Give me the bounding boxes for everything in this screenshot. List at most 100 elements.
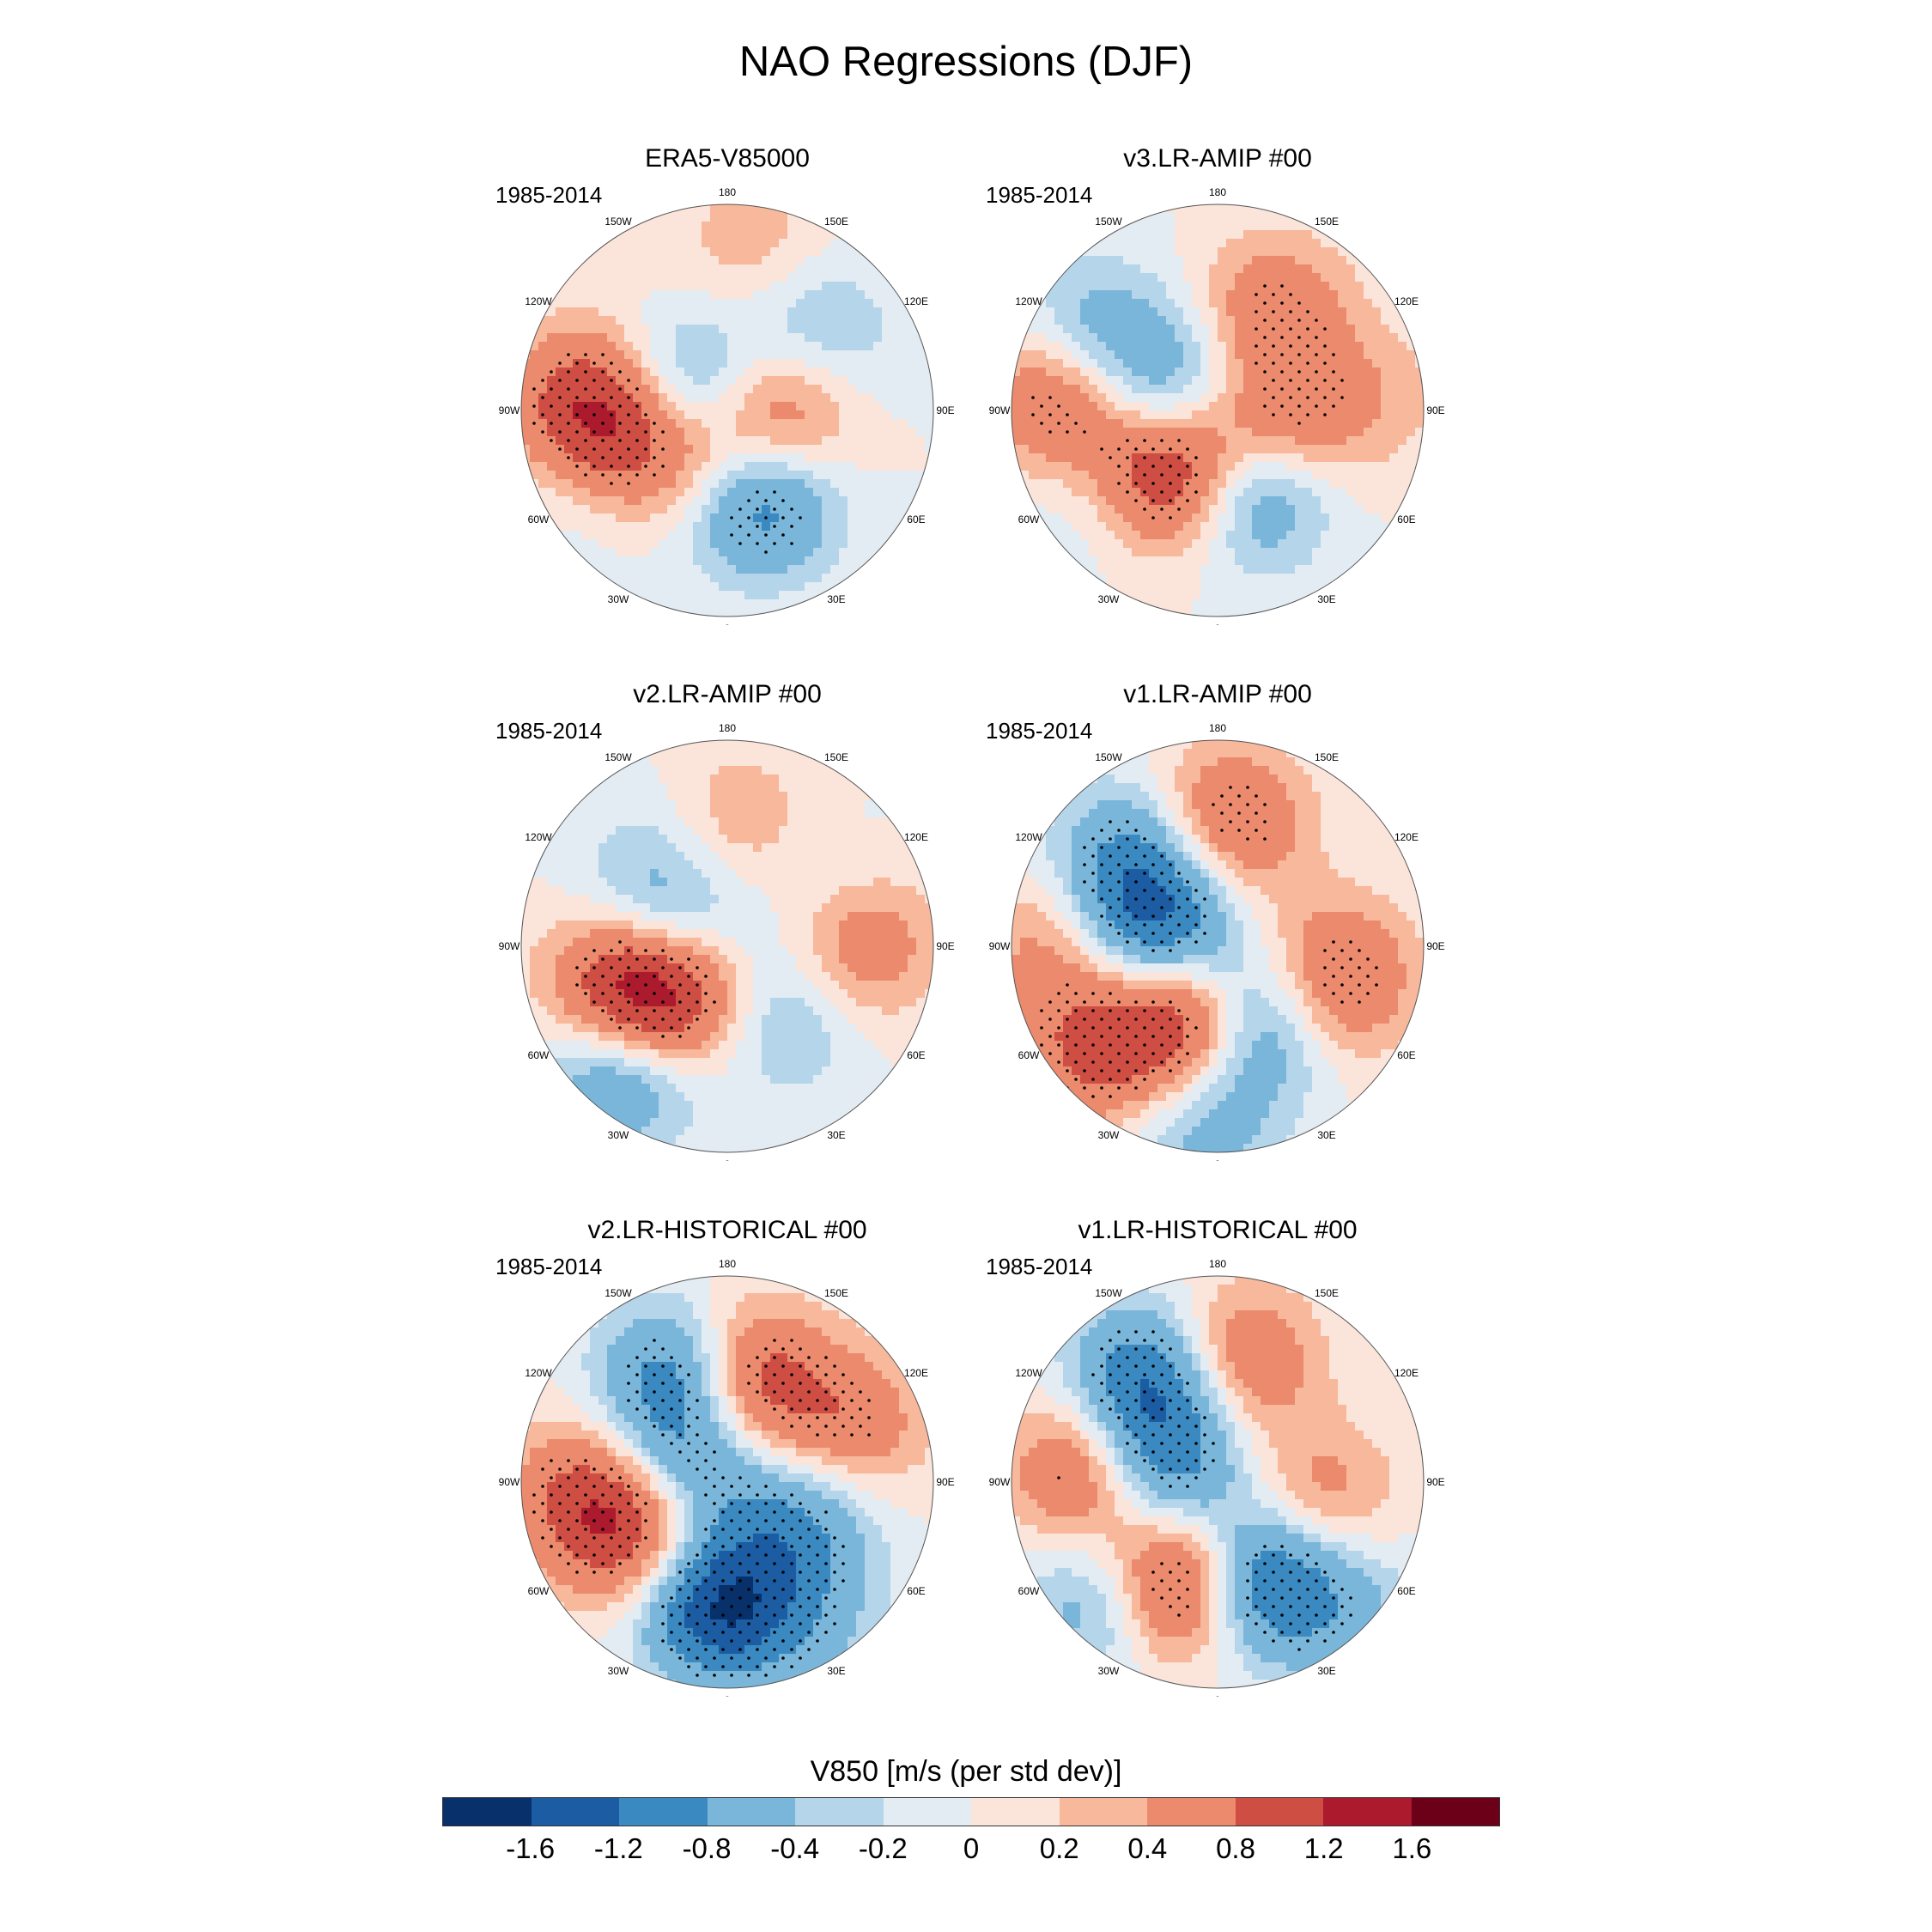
field-cell — [839, 895, 848, 904]
field-cell — [573, 368, 582, 377]
significance-dot — [1289, 413, 1292, 416]
field-cell — [1123, 402, 1133, 411]
field-cell — [710, 835, 720, 844]
significance-dot — [567, 387, 570, 391]
field-cell — [848, 290, 857, 300]
field-cell — [1261, 582, 1270, 592]
field-cell — [856, 264, 866, 274]
field-cell — [1381, 496, 1390, 506]
field-cell — [779, 479, 788, 489]
field-cell — [659, 860, 668, 870]
field-cell — [1243, 385, 1253, 394]
field-cell — [1166, 488, 1176, 497]
field-cell — [633, 333, 642, 343]
field-cell — [727, 376, 737, 386]
field-cell — [1329, 393, 1339, 403]
field-cell — [873, 513, 883, 523]
field-cell — [865, 471, 874, 480]
field-cell — [1089, 256, 1098, 265]
field-cell — [702, 513, 711, 523]
field-cell — [1364, 316, 1373, 325]
field-cell — [1235, 368, 1244, 377]
significance-dot — [1143, 456, 1146, 459]
field-cell — [736, 290, 745, 300]
field-cell — [1226, 471, 1236, 480]
field-cell — [762, 556, 771, 566]
field-cell — [1175, 599, 1184, 609]
field-cell — [1278, 247, 1287, 257]
field-cell — [1106, 333, 1115, 343]
field-cell — [581, 307, 591, 317]
field-cell — [564, 878, 574, 887]
field-cell — [1278, 204, 1287, 214]
field-cell — [1149, 204, 1158, 214]
field-cell — [1372, 522, 1382, 532]
field-cell — [633, 912, 642, 921]
field-cell — [813, 222, 823, 231]
field-cell — [1097, 419, 1107, 428]
field-cell — [882, 393, 891, 403]
field-cell — [1097, 531, 1107, 540]
field-cell — [848, 410, 857, 420]
field-cell — [684, 376, 694, 386]
field-cell — [1029, 350, 1038, 360]
field-cell — [684, 307, 694, 317]
field-cell — [659, 402, 668, 411]
field-cell — [762, 471, 771, 480]
field-cell — [719, 307, 728, 317]
field-cell — [822, 539, 831, 549]
field-cell — [925, 342, 933, 351]
field-cell — [1149, 376, 1158, 386]
field-cell — [744, 290, 754, 300]
field-cell — [873, 385, 883, 394]
field-cell — [908, 479, 917, 489]
field-cell — [1097, 565, 1107, 574]
field-cell — [830, 775, 840, 784]
field-cell — [736, 410, 745, 420]
field-cell — [1166, 282, 1176, 291]
field-cell — [1269, 513, 1279, 523]
field-cell — [1269, 385, 1279, 394]
field-cell — [744, 591, 754, 600]
field-cell — [1252, 273, 1261, 283]
field-cell — [925, 385, 933, 394]
field-cell — [521, 479, 531, 489]
field-cell — [770, 213, 780, 222]
field-cell — [1346, 505, 1356, 514]
field-cell — [1080, 247, 1090, 257]
field-cell — [1295, 239, 1304, 248]
field-cell — [787, 496, 797, 506]
field-cell — [805, 792, 814, 801]
field-cell — [1381, 436, 1390, 446]
field-cell — [1286, 230, 1296, 240]
field-cell — [1243, 608, 1253, 617]
field-cell — [1166, 350, 1176, 360]
significance-dot — [1169, 499, 1172, 502]
field-cell — [693, 402, 702, 411]
field-cell — [1072, 453, 1081, 463]
field-cell — [1338, 402, 1347, 411]
field-cell — [1183, 513, 1193, 523]
field-cell — [1406, 350, 1416, 360]
field-cell — [925, 895, 933, 904]
field-cell — [1054, 453, 1064, 463]
field-cell — [1243, 402, 1253, 411]
field-cell — [1209, 307, 1218, 317]
field-cell — [667, 247, 677, 257]
field-cell — [839, 886, 848, 896]
field-cell — [839, 539, 848, 549]
field-cell — [702, 886, 711, 896]
field-cell — [1029, 402, 1038, 411]
field-cell — [641, 574, 651, 583]
field-cell — [1346, 548, 1356, 557]
field-cell — [641, 393, 651, 403]
field-cell — [727, 809, 737, 818]
field-cell — [1261, 453, 1270, 463]
field-cell — [744, 582, 754, 592]
significance-dot — [1323, 327, 1327, 331]
field-cell — [1106, 522, 1115, 532]
field-cell — [1115, 325, 1124, 334]
field-cell — [762, 565, 771, 574]
field-cell — [710, 445, 720, 454]
field-cell — [1286, 471, 1296, 480]
